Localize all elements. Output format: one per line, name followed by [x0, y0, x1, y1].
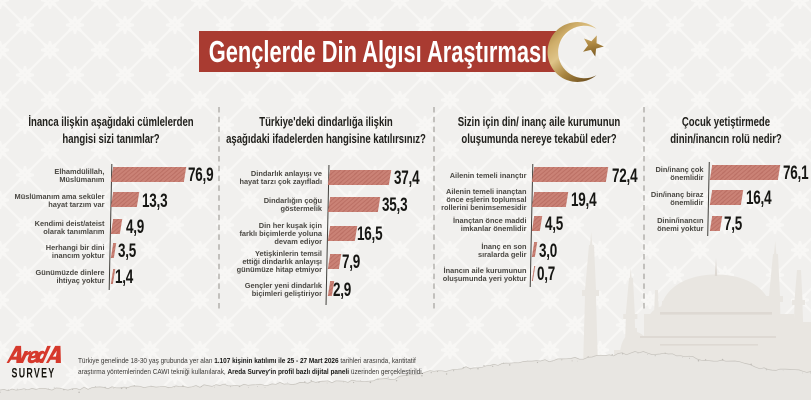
svg-text:SURVEY: SURVEY	[12, 366, 56, 381]
